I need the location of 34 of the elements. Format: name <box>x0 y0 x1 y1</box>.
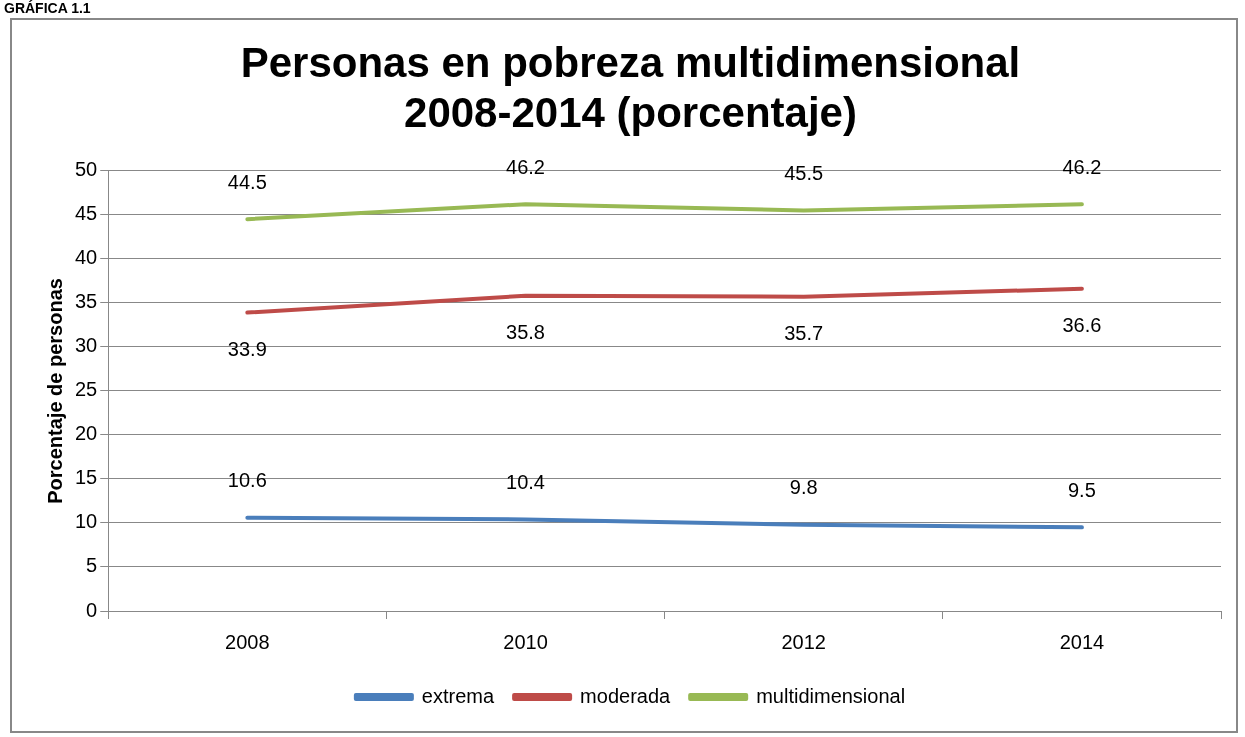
data-label: 44.5 <box>227 170 267 193</box>
legend-label: multidimensional <box>756 684 906 707</box>
y-tick-label: 0 <box>86 598 98 621</box>
data-label: 45.5 <box>784 161 824 184</box>
legend-label: moderada <box>580 684 672 707</box>
y-tick-label: 40 <box>75 246 98 269</box>
y-tick-label: 50 <box>75 158 98 181</box>
y-tick-label: 30 <box>75 334 98 357</box>
data-label: 35.8 <box>506 321 545 344</box>
y-tick-label: 15 <box>75 466 98 489</box>
data-label: 10.4 <box>506 470 545 493</box>
data-label: 9.5 <box>1068 478 1096 501</box>
x-tick-label: 2008 <box>225 630 270 653</box>
text: GRÁFICA 1.1 <box>4 0 91 16</box>
legend-label: extrema <box>421 684 495 707</box>
y-tick-label: 45 <box>75 202 98 225</box>
y-tick-label: 35 <box>75 290 98 313</box>
y-tick-label: 20 <box>75 422 98 445</box>
y-axis-title: Porcentaje de personas <box>43 278 66 504</box>
y-tick-label: 5 <box>86 554 98 577</box>
data-label: 9.8 <box>789 476 818 499</box>
data-label: 46.2 <box>1062 155 1102 178</box>
text: Personas en pobreza multidimensional <box>240 38 1021 86</box>
data-label: 36.6 <box>1062 314 1102 337</box>
data-label: 35.7 <box>784 322 824 345</box>
x-tick-label: 2014 <box>1059 630 1105 653</box>
data-label: 10.6 <box>227 469 267 492</box>
x-tick-label: 2012 <box>781 630 826 653</box>
y-tick-label: 10 <box>75 510 98 533</box>
data-label: 46.2 <box>506 155 545 178</box>
x-tick-label: 2010 <box>503 630 548 653</box>
y-tick-label: 25 <box>75 378 98 401</box>
data-label: 33.9 <box>227 338 267 361</box>
text: 2008-2014 (porcentaje) <box>404 89 857 137</box>
